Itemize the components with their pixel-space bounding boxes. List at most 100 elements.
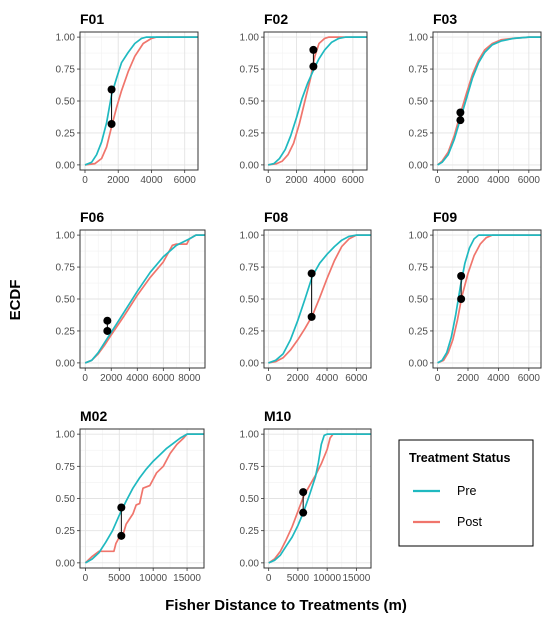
x-tick-label: 4000 xyxy=(316,373,339,384)
y-tick-label: 0.50 xyxy=(409,295,429,306)
panel-border xyxy=(263,229,372,369)
legend-label-post: Post xyxy=(457,515,483,529)
ks-point xyxy=(307,269,316,278)
x-tick-label: 5000 xyxy=(108,573,131,584)
y-tick-label: 1.00 xyxy=(409,33,429,44)
ks-point xyxy=(456,108,465,117)
y-tick-label: 1.00 xyxy=(56,231,76,242)
x-tick-label: 0 xyxy=(83,573,89,584)
y-tick-label: 1.00 xyxy=(56,430,76,441)
ks-point xyxy=(457,272,466,280)
ecdf-line-post xyxy=(437,234,541,364)
y-tick-label: 0.25 xyxy=(56,128,76,139)
y-tick-label: 0.75 xyxy=(56,65,76,76)
y-tick-label: 0.75 xyxy=(240,462,260,473)
x-tick-label: 2000 xyxy=(457,373,480,384)
x-tick-label: 0 xyxy=(82,175,88,186)
ecdf-line-pre xyxy=(84,433,204,564)
y-tick-label: 0.00 xyxy=(56,558,76,569)
panel-border xyxy=(263,31,368,171)
legend-box xyxy=(398,439,534,547)
x-tick-label: 4000 xyxy=(314,175,337,186)
panel-border xyxy=(432,31,542,171)
x-tick-label: 0 xyxy=(266,373,272,384)
ecdf-line-post xyxy=(268,234,371,364)
y-tick-label: 0.50 xyxy=(240,494,260,505)
x-tick-label: 4000 xyxy=(140,175,163,186)
panel-title: M02 xyxy=(80,408,107,424)
panel-f02: F02 0.00 0.25 0.50 0.75 1.00 0 2000 4000 6000 xyxy=(240,11,368,186)
x-tick-label: 2000 xyxy=(107,175,130,186)
y-tick-label: 0.50 xyxy=(409,97,429,108)
y-tick-label: 0.25 xyxy=(409,128,429,139)
y-tick-label: 0.75 xyxy=(56,462,76,473)
x-tick-label: 2000 xyxy=(457,175,480,186)
y-tick-label: 0.00 xyxy=(240,558,260,569)
ks-point xyxy=(107,120,116,128)
panel-border xyxy=(79,31,199,171)
panel-border xyxy=(432,229,542,369)
x-tick-label: 2000 xyxy=(285,175,308,186)
ecdf-line-post xyxy=(268,36,367,166)
y-tick-label: 0.50 xyxy=(56,97,76,108)
legend: Treatment Status Pre Post xyxy=(398,439,534,547)
ks-point xyxy=(103,326,112,335)
ecdf-line-post xyxy=(84,36,198,166)
y-tick-label: 1.00 xyxy=(240,430,260,441)
x-tick-label: 15000 xyxy=(173,573,201,584)
ecdf-line-pre xyxy=(84,36,198,166)
y-tick-label: 0.00 xyxy=(240,160,260,171)
ecdf-line-post xyxy=(84,433,204,564)
ks-point xyxy=(103,316,112,325)
ecdf-line-pre xyxy=(268,234,371,364)
y-tick-label: 0.25 xyxy=(240,526,260,537)
x-tick-label: 4000 xyxy=(487,373,510,384)
ecdf-line-pre xyxy=(268,433,371,564)
ks-point xyxy=(299,508,308,517)
x-tick-label: 5000 xyxy=(287,573,310,584)
ecdf-line-pre xyxy=(437,36,541,166)
panel-border xyxy=(263,428,372,569)
x-tick-label: 6000 xyxy=(174,175,197,186)
panel-title: M10 xyxy=(264,408,291,424)
x-tick-label: 10000 xyxy=(313,573,341,584)
y-tick-label: 0.50 xyxy=(240,97,260,108)
y-tick-label: 0.25 xyxy=(409,326,429,337)
legend-label-pre: Pre xyxy=(457,484,477,498)
ks-point xyxy=(117,531,126,540)
x-tick-label: 2000 xyxy=(287,373,310,384)
ecdf-line-pre xyxy=(268,36,367,166)
x-tick-label: 8000 xyxy=(178,373,201,384)
y-tick-label: 0.75 xyxy=(240,263,260,274)
panel-title: F08 xyxy=(264,209,288,225)
panel-f08: F08 0.00 0.25 0.50 0.75 1.00 0 2000 4000 6000 xyxy=(240,209,372,384)
panel-title: F06 xyxy=(80,209,104,225)
x-tick-label: 15000 xyxy=(342,573,370,584)
x-tick-label: 2000 xyxy=(100,373,123,384)
x-axis-title: Fisher Distance to Treatments (m) xyxy=(165,597,407,614)
y-tick-label: 0.25 xyxy=(56,526,76,537)
panel-m10: M10 0.00 0.25 0.50 0.75 1.00 0 5000 10000 15000 xyxy=(240,408,372,584)
y-tick-label: 1.00 xyxy=(240,231,260,242)
ks-point xyxy=(456,116,465,125)
panel-f03: F03 0.00 0.25 0.50 0.75 1.00 0 2000 4000 6000 xyxy=(409,11,542,186)
x-tick-label: 0 xyxy=(435,373,441,384)
y-tick-label: 0.50 xyxy=(56,494,76,505)
ks-point xyxy=(307,312,316,321)
y-tick-label: 0.75 xyxy=(409,263,429,274)
y-tick-label: 0.75 xyxy=(409,65,429,76)
x-tick-label: 6000 xyxy=(345,373,368,384)
x-tick-label: 0 xyxy=(266,573,272,584)
y-tick-label: 0.25 xyxy=(240,326,260,337)
y-tick-label: 0.00 xyxy=(56,160,76,171)
ecdf-line-pre xyxy=(84,234,205,364)
y-tick-label: 0.75 xyxy=(240,65,260,76)
x-tick-label: 6000 xyxy=(518,175,541,186)
x-tick-label: 0 xyxy=(265,175,271,186)
ks-point xyxy=(117,503,126,512)
x-tick-label: 6000 xyxy=(152,373,175,384)
legend-title: Treatment Status xyxy=(409,451,510,465)
panel-title: F01 xyxy=(80,11,104,27)
